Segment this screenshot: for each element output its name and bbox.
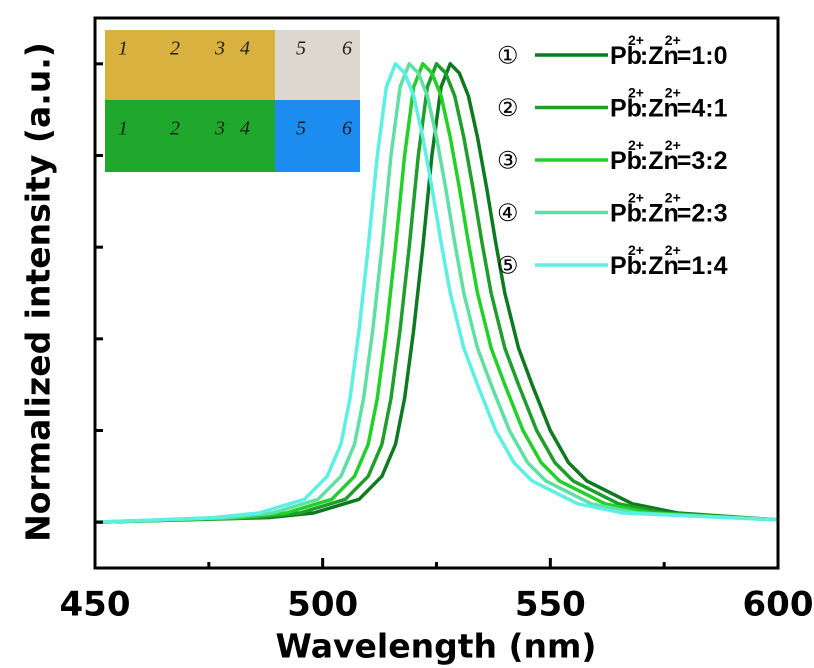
inset-label: 6	[342, 118, 352, 140]
legend-marker: ②	[497, 94, 519, 122]
inset-label: 5	[296, 38, 306, 60]
legend-marker: ①	[497, 42, 519, 70]
x-tick-label: 550	[515, 585, 586, 625]
legend-label: Pb2+:Zn2+ =1:4	[610, 242, 728, 280]
spectrum-line	[94, 62, 779, 524]
inset-photo	[105, 30, 360, 172]
y-axis-label: Normalized intensity (a.u.)	[19, 42, 58, 542]
x-axis-label: Wavelength (nm)	[276, 627, 597, 666]
inset-label: 1	[118, 118, 128, 140]
legend-label: Pb2+:Zn2+ =2:3	[610, 189, 728, 227]
inset-label: 5	[296, 118, 306, 140]
vial-yellow	[105, 30, 275, 100]
x-tick-label: 450	[60, 585, 131, 625]
legend-marker: ④	[497, 199, 519, 227]
vial-blue	[275, 100, 360, 172]
legend-marker: ⑤	[497, 252, 519, 280]
vial-clear	[275, 30, 360, 100]
inset-label: 2	[170, 118, 180, 140]
spectrum-line	[94, 62, 779, 524]
spectrum-line	[94, 62, 779, 524]
legend-label: Pb2+:Zn2+ =3:2	[610, 137, 728, 175]
vial-green	[105, 100, 275, 172]
inset-label: 6	[342, 38, 352, 60]
x-tick-label: 500	[287, 585, 358, 625]
inset-label: 1	[118, 38, 128, 60]
spectrum-line	[94, 62, 779, 524]
legend-label: Pb2+:Zn2+ =1:0	[610, 32, 728, 70]
inset-label: 2	[170, 38, 180, 60]
spectrum-line	[94, 62, 779, 524]
legend-marker: ③	[497, 147, 519, 175]
inset-label: 4	[240, 118, 250, 140]
legend-label: Pb2+:Zn2+ =4:1	[610, 84, 728, 122]
inset-label: 4	[240, 38, 250, 60]
inset-label: 3	[214, 38, 225, 60]
x-tick-label: 600	[743, 585, 814, 625]
inset-label: 3	[214, 118, 225, 140]
